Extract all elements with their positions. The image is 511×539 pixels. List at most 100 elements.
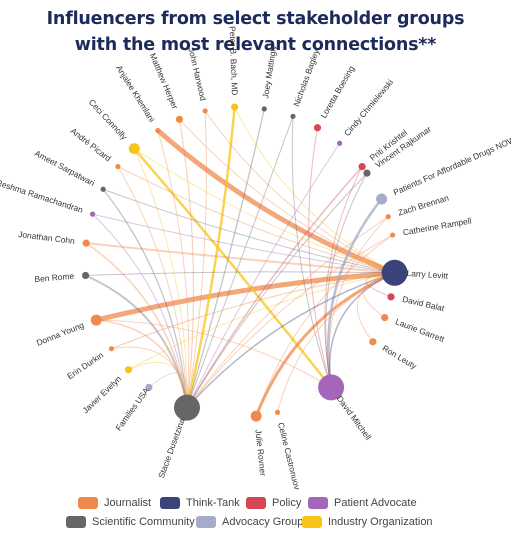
legend-item-industry-organization: Industry Organization	[302, 516, 433, 528]
edge-ceci-dmitch	[133, 147, 333, 389]
node-celine[interactable]	[274, 409, 281, 415]
node-mherper[interactable]	[175, 115, 184, 123]
node-ron[interactable]	[369, 338, 377, 346]
node-cath[interactable]	[390, 232, 396, 238]
node-label-julie: Julie Rovner	[253, 429, 268, 477]
node-anjalee[interactable]	[155, 127, 161, 134]
legend-item-think-tank: Think-Tank	[160, 497, 240, 509]
edge-reshma-stacie	[92, 213, 188, 409]
legend-swatch-scientific-community	[66, 516, 86, 528]
edge-priti-dmitch	[324, 166, 363, 388]
legend-label-patient-advocate: Patient Advocate	[334, 497, 417, 509]
edge-p4adn-dmitch	[326, 197, 383, 389]
node-label-stacie: Stacie Dusetzina	[156, 417, 187, 480]
legend-item-advocacy-group: Advocacy Group	[196, 516, 303, 528]
edge-pbach-stacie	[185, 105, 236, 409]
node-joey[interactable]	[261, 106, 267, 112]
node-andre[interactable]	[115, 163, 121, 170]
edge-donna-stacie	[95, 319, 188, 409]
node-javier[interactable]	[124, 366, 133, 374]
edge-reshma-larry	[92, 213, 396, 274]
edge-mherper-larry	[178, 118, 396, 274]
node-label-donna: Donna Young	[35, 320, 86, 348]
edge-donna-dmitch	[95, 319, 332, 388]
node-label-famusa: Families USA	[113, 385, 151, 432]
edge-cindy-stacie	[186, 142, 341, 409]
node-benrome[interactable]	[81, 271, 90, 280]
edge-donna-larry	[93, 270, 398, 323]
edge-ceci-stacie	[133, 148, 188, 409]
edge-priti-stacie	[186, 165, 363, 409]
node-loretta[interactable]	[313, 124, 322, 132]
node-label-loretta: Loretta Boesing	[318, 64, 356, 120]
edge-pbach-larry	[234, 106, 396, 274]
node-julie[interactable]	[250, 410, 262, 422]
edge-zach-dmitch	[328, 216, 389, 388]
edge-jcohn-stacie	[85, 242, 188, 409]
node-pbach[interactable]	[230, 103, 239, 111]
edge-andre-larry	[117, 166, 396, 274]
node-nbagley[interactable]	[290, 113, 296, 119]
node-p4adn[interactable]	[376, 193, 388, 205]
legend-label-advocacy-group: Advocacy Group	[222, 516, 304, 528]
edges-layer	[84, 105, 398, 418]
legend-swatch-policy	[246, 497, 266, 509]
node-ameet[interactable]	[100, 186, 106, 192]
node-label-mherper: Matthew Herper	[148, 52, 181, 111]
edge-jharwood-larry	[204, 110, 396, 274]
edge-erin-larry	[110, 272, 396, 350]
node-jharwood[interactable]	[202, 108, 208, 114]
edge-erin-stacie	[110, 346, 188, 409]
edge-ameet-stacie	[102, 188, 188, 409]
edge-ceci-larry	[133, 148, 396, 274]
edge-larry-dmitch	[328, 272, 396, 389]
node-label-dbalat: David Balat	[401, 294, 446, 314]
node-label-joey: Joey Mattingly	[260, 44, 278, 99]
legend-label-policy: Policy	[272, 497, 302, 509]
edge-cath-julie	[255, 234, 394, 417]
edge-loretta-dmitch	[308, 127, 332, 388]
edge-anjalee-larry	[155, 128, 398, 276]
edge-vincent-dmitch	[325, 172, 368, 388]
edge-jharwood-stacie	[186, 110, 207, 409]
node-donna[interactable]	[90, 314, 102, 326]
node-label-anjalee: Anjalee Khemlani	[114, 63, 157, 124]
legend-item-scientific-community: Scientific Community	[66, 516, 195, 528]
edge-ameet-larry	[102, 188, 396, 274]
legend-item-journalist: Journalist	[78, 497, 151, 509]
node-stacie[interactable]	[173, 394, 200, 421]
node-reshma[interactable]	[89, 211, 96, 217]
node-dbalat[interactable]	[387, 293, 395, 301]
legend-label-industry-organization: Industry Organization	[328, 516, 433, 528]
node-label-larry: Larry Levitt	[406, 268, 449, 281]
node-label-dmitch: David Mitchell	[335, 394, 374, 442]
node-dmitch[interactable]	[318, 374, 345, 401]
edge-joey-stacie	[186, 108, 265, 409]
node-label-cath: Catherine Rampell	[402, 215, 472, 237]
node-larry[interactable]	[381, 259, 408, 286]
legend-label-think-tank: Think-Tank	[186, 497, 240, 509]
node-vincent[interactable]	[363, 169, 371, 177]
nodes-layer	[81, 103, 408, 422]
edge-vincent-stacie	[186, 172, 368, 409]
edge-anjalee-stacie	[157, 130, 190, 409]
legend-label-journalist: Journalist	[104, 497, 152, 509]
node-priti[interactable]	[358, 162, 366, 171]
node-erin[interactable]	[108, 346, 115, 352]
node-cindy[interactable]	[337, 140, 343, 146]
node-label-javier: Javier Evelyn	[80, 373, 123, 415]
edge-benrome-stacie	[84, 274, 188, 409]
edge-larry-stacie	[186, 272, 396, 409]
node-jcohn[interactable]	[82, 239, 90, 247]
node-zach[interactable]	[385, 214, 391, 220]
node-ceci[interactable]	[128, 143, 140, 155]
edge-celine-larry	[276, 272, 396, 413]
edge-zach-stacie	[186, 216, 389, 409]
node-laurie[interactable]	[381, 313, 389, 322]
node-famusa[interactable]	[145, 383, 153, 391]
node-label-jcohn: Jonathan Cohn	[18, 229, 76, 246]
node-label-laurie: Laurie Garrett	[394, 316, 446, 344]
edge-benrome-larry	[85, 271, 396, 277]
edge-nbagley-stacie	[186, 115, 294, 409]
legend-item-policy: Policy	[246, 497, 301, 509]
